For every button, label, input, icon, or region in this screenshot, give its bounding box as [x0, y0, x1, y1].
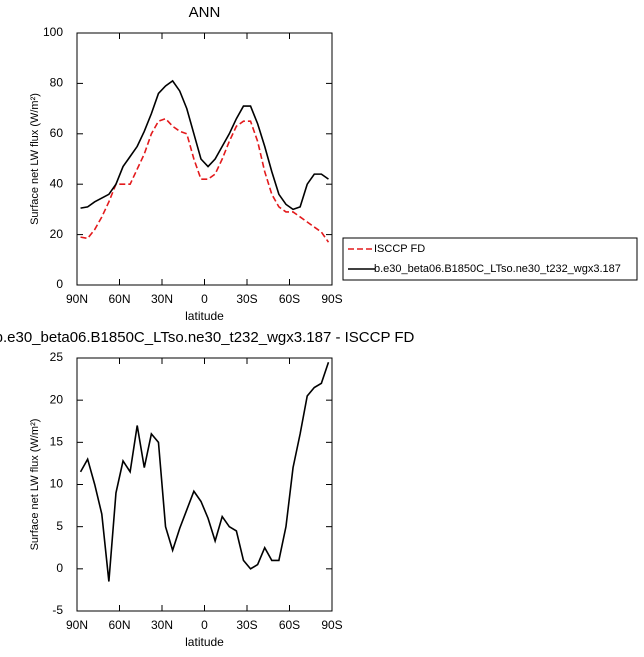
x-tick-label: 60N	[108, 618, 130, 632]
legend-label: ISCCP FD	[374, 243, 425, 255]
plot-frame	[76, 32, 333, 286]
y-tick-label: 20	[50, 227, 64, 241]
x-tick-label: 30N	[151, 618, 173, 632]
y-axis-label: Surface net LW flux (W/m²)	[29, 93, 41, 225]
x-tick-label: 90S	[321, 292, 342, 306]
x-tick-label: 90N	[66, 618, 88, 632]
x-tick-label: 30S	[236, 292, 257, 306]
y-tick-label: 0	[56, 561, 63, 575]
y-tick-label: 100	[43, 25, 63, 39]
plot-frame	[76, 357, 333, 612]
x-tick-label: 60S	[279, 618, 300, 632]
y-tick-label: 5	[56, 519, 63, 533]
x-tick-label: 30S	[236, 618, 257, 632]
series-line	[80, 79, 329, 211]
x-tick-label: 30N	[151, 292, 173, 306]
y-tick-label: 15	[50, 435, 64, 449]
y-tick-label: 20	[50, 392, 64, 406]
chart-title: b.e30_beta06.B1850C_LTso.ne30_t232_wgx3.…	[0, 329, 415, 346]
y-axis-label: Surface net LW flux (W/m²)	[29, 419, 41, 551]
legend-box	[342, 237, 638, 281]
y-tick-label: 80	[50, 76, 64, 90]
x-tick-label: 90S	[321, 618, 342, 632]
x-tick-label: 60N	[108, 292, 130, 306]
x-tick-label: 60S	[279, 292, 300, 306]
chart-title: ANN	[189, 4, 221, 21]
x-tick-label: 0	[201, 292, 208, 306]
y-tick-label: 60	[50, 126, 64, 140]
x-axis-label: latitude	[185, 635, 224, 649]
legend-label: b.e30_beta06.B1850C_LTso.ne30_t232_wgx3.…	[374, 263, 621, 275]
x-tick-label: 0	[201, 618, 208, 632]
y-tick-label: -5	[52, 603, 63, 617]
series-line	[79, 361, 330, 582]
x-axis-label: latitude	[185, 309, 224, 323]
y-tick-label: 40	[50, 176, 64, 190]
y-tick-label: 10	[50, 477, 64, 491]
x-tick-label: 90N	[66, 292, 88, 306]
y-tick-label: 0	[56, 277, 63, 291]
y-tick-label: 25	[50, 350, 64, 364]
series-line	[80, 117, 330, 243]
